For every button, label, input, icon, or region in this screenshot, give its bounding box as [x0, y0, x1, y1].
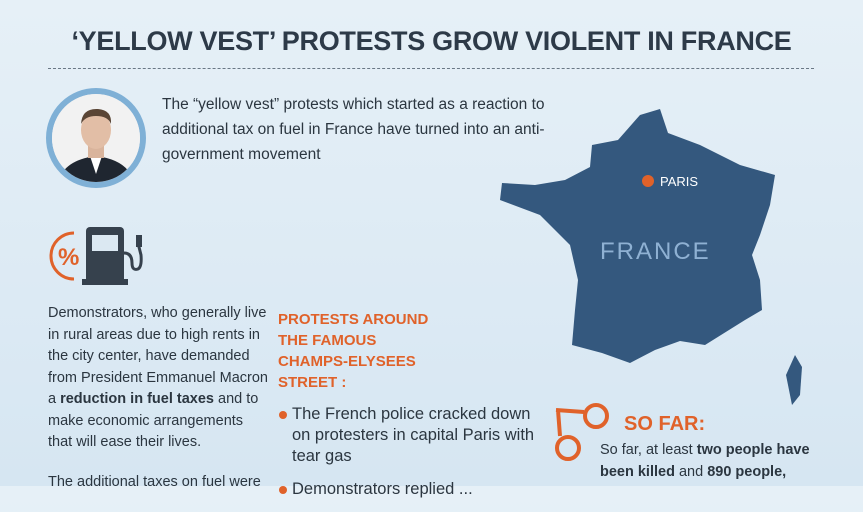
fuel-tax-paragraph: The additional taxes on fuel were: [48, 474, 261, 490]
protest-list: The French police cracked down on protes…: [278, 404, 538, 512]
demands-paragraph: Demonstrators, who generally live in rur…: [48, 305, 268, 450]
france-label: FRANCE: [600, 238, 711, 265]
intro-text: The “yellow vest” protests which started…: [162, 96, 545, 163]
france-map: PARIS FRANCE: [490, 105, 810, 410]
fuel-tax-icon: %: [48, 225, 148, 290]
page-title: ‘YELLOW VEST’ PROTESTS GROW VIOLENT IN F…: [71, 26, 792, 56]
so-far-heading: SO FAR:: [624, 413, 706, 435]
paris-label: PARIS: [660, 174, 698, 189]
handcuffs-icon: [548, 400, 614, 471]
svg-text:%: %: [58, 244, 79, 271]
divider: [48, 68, 814, 69]
list-item: Demonstrators replied ...: [278, 479, 538, 500]
so-far-text: So far, at least two people have been ki…: [600, 442, 810, 480]
list-item: The French police cracked down on protes…: [278, 404, 538, 467]
avatar: [46, 88, 146, 188]
protests-heading: PROTESTS AROUND THE FAMOUS CHAMPS-ELYSEE…: [278, 311, 429, 391]
